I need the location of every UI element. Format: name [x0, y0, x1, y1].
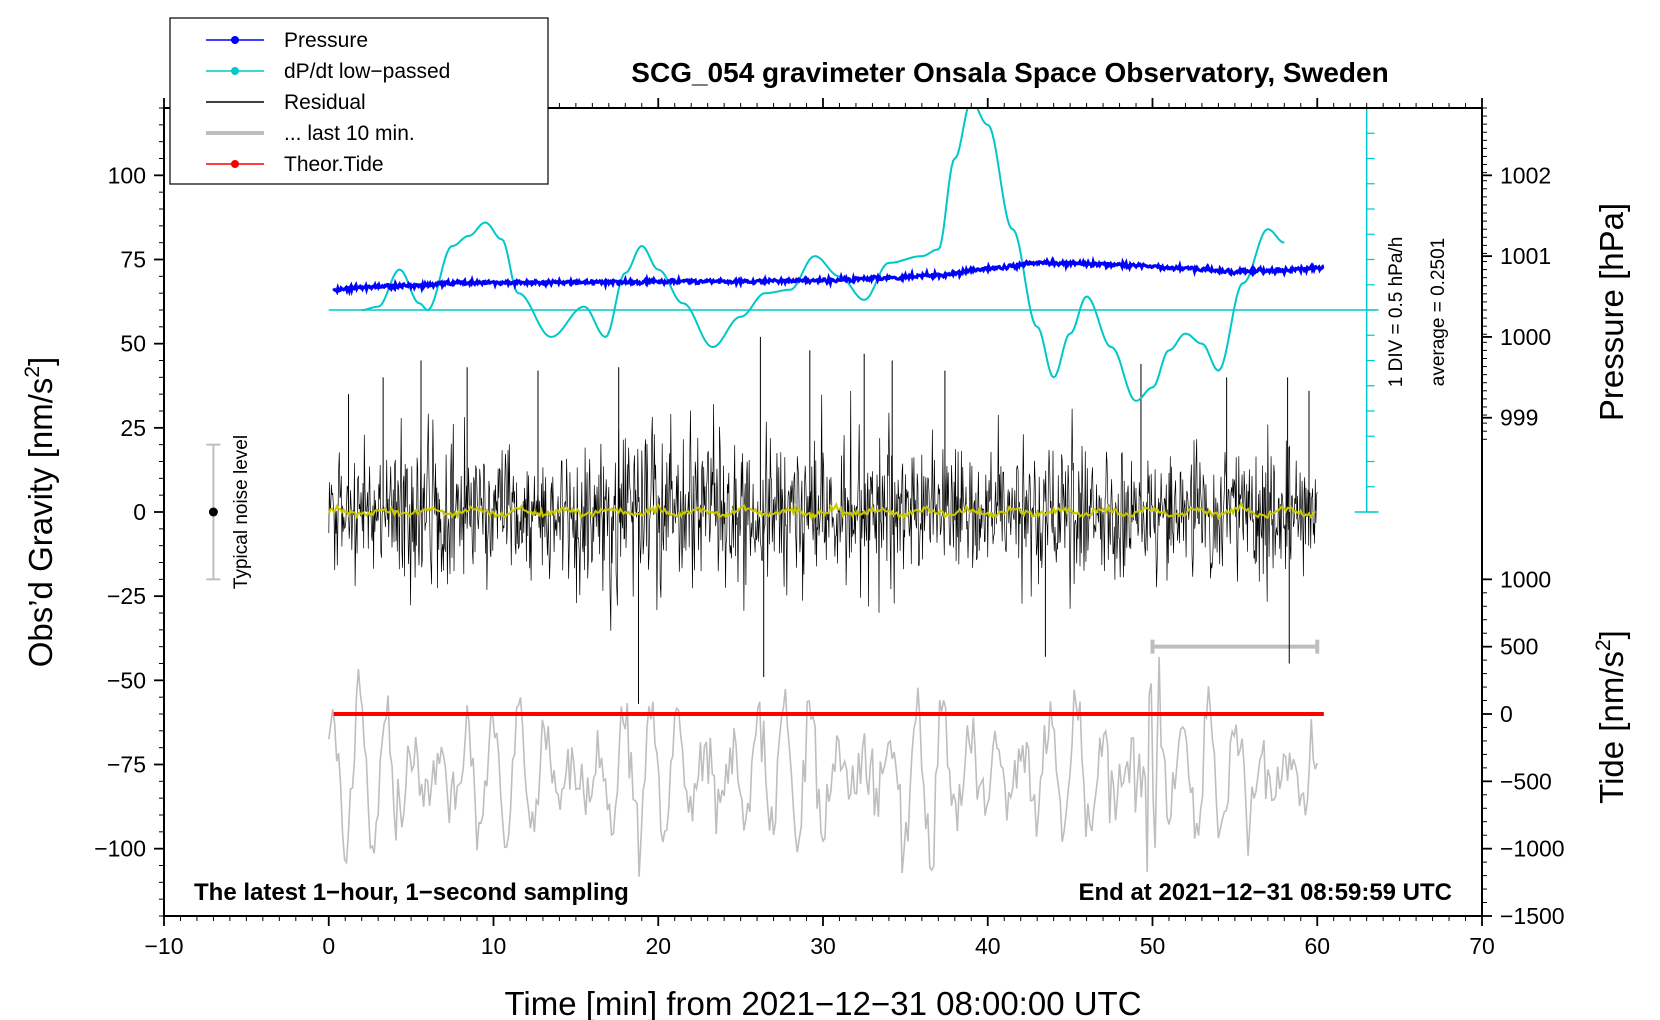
dpdt-average-label: average = 0.2501: [1428, 238, 1449, 386]
pressure-tick-label: 1000: [1500, 324, 1551, 350]
axes-layer: −10 0 10 20 30 40 50 60 701007550250−25−50−75−10…: [94, 98, 1565, 959]
legend-label: Pressure: [284, 29, 368, 52]
y-axis-title-left-main: Obs’d Gravity [nm/s: [22, 378, 59, 668]
tide-tick-label: −1000: [1500, 836, 1565, 862]
legend-marker: [231, 36, 239, 44]
pressure-axis-title: Pressure [hPa]: [1593, 203, 1630, 421]
dpdt-line: [361, 108, 1285, 402]
y-tick-label: 75: [120, 247, 146, 273]
legend-label: Residual: [284, 91, 366, 114]
pressure-tick-label: 999: [1500, 405, 1538, 431]
annotation-bottom-right: End at 2021−12−31 08:59:59 UTC: [1078, 879, 1452, 906]
y-tick-label: −50: [107, 667, 146, 693]
legend-marker: [231, 160, 239, 168]
x-tick-label: 30: [810, 933, 836, 959]
pressure-line: [332, 255, 1325, 297]
pressure-tick-label: 1002: [1500, 162, 1551, 188]
y-axis-title-left-sup: 2: [21, 366, 44, 378]
legend-label: dP/dt low−passed: [284, 60, 450, 83]
tide-tick-label: 500: [1500, 634, 1538, 660]
x-tick-label: 50: [1140, 933, 1166, 959]
x-tick-label: −10: [144, 933, 183, 959]
y-tick-label: 50: [120, 331, 146, 357]
noise-dot: [208, 507, 218, 517]
x-tick-label: 0: [322, 933, 335, 959]
pressure-tick-label: 1001: [1500, 243, 1551, 269]
tide-axis-title-sup: 2: [1592, 639, 1615, 651]
y-tick-label: 25: [120, 415, 146, 441]
y-tick-label: −25: [107, 583, 146, 609]
tide-tick-label: −1500: [1500, 903, 1565, 929]
tide-axis-title-main: Tide [nm/s: [1593, 651, 1630, 804]
legend-box: [169, 17, 549, 185]
y-tick-label: 100: [108, 162, 146, 188]
x-tick-label: 60: [1304, 933, 1330, 959]
tide-tick-label: 1000: [1500, 566, 1551, 592]
y-tick-label: 0: [133, 499, 146, 525]
legend-label: Theor.Tide: [284, 153, 384, 176]
last-10min-line: [328, 656, 1318, 877]
tide-axis-title-end: ]: [1593, 630, 1630, 639]
legend-label: ... last 10 min.: [284, 122, 415, 145]
y-tick-label: −100: [94, 836, 146, 862]
tide-tick-label: −500: [1500, 768, 1552, 794]
annotation-bottom-left: The latest 1−hour, 1−second sampling: [194, 879, 629, 906]
x-tick-label: 40: [975, 933, 1001, 959]
smoothed-residual-line: [327, 501, 1316, 522]
series-layer: [206, 107, 1379, 877]
x-tick-label: 10: [481, 933, 507, 959]
noise-level-label: Typical noise level: [231, 435, 252, 589]
residual-line: [328, 390, 1318, 631]
tide-axis-title: Tide [nm/s2]: [1592, 630, 1630, 804]
tide-tick-label: 0: [1500, 701, 1513, 727]
dpdt-div-label: 1 DIV = 0.5 hPa/h: [1386, 237, 1407, 388]
legend: Pressure dP/dt low−passed Residual ... last…: [169, 17, 549, 185]
y-axis-title-left-end: ]: [22, 357, 59, 366]
y-tick-label: −75: [107, 752, 146, 778]
y-axis-title-left: Obs’d Gravity [nm/s2]: [21, 357, 59, 668]
legend-marker: [231, 67, 239, 75]
x-tick-label: 70: [1469, 933, 1495, 959]
x-tick-label: 20: [645, 933, 671, 959]
x-axis-title: Time [min] from 2021−12−31 08:00:00 UTC: [504, 985, 1141, 1020]
chart-title: SCG_054 gravimeter Onsala Space Observat…: [631, 57, 1388, 88]
